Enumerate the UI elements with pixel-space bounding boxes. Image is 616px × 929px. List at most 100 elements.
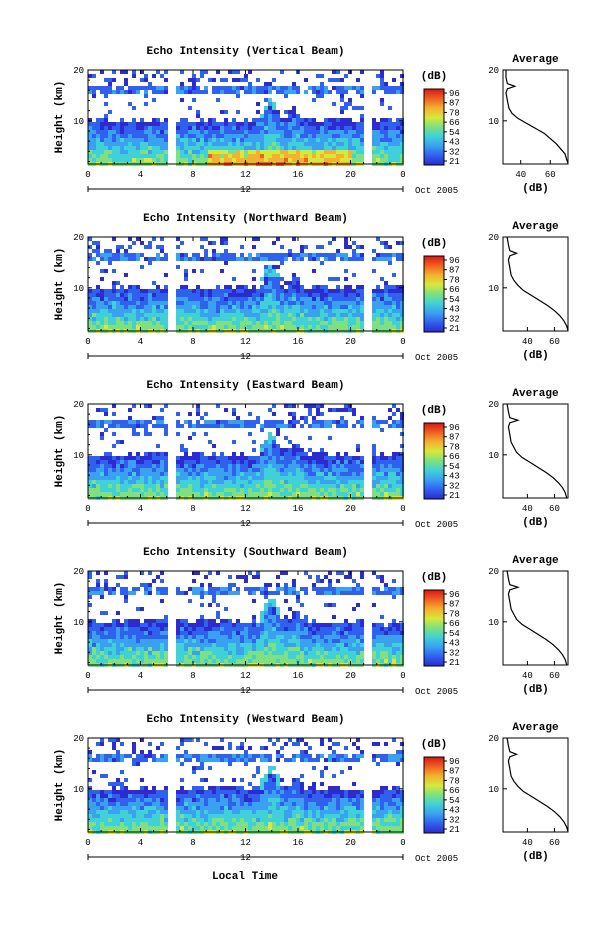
heat-cell [132,655,136,659]
heat-cell [180,476,184,480]
heat-cell [304,627,308,631]
heat-cell [308,146,312,150]
heat-cell [200,90,204,94]
heat-cell [232,122,236,126]
heat-cell [164,456,168,460]
heat-cell [304,619,308,623]
heat-cell [100,468,104,472]
heat-cell [156,492,160,496]
heat-cell [288,313,292,317]
heat-cell [272,484,276,488]
heat-cell [268,631,272,635]
heat-cell [272,154,276,158]
heat-cell [212,444,216,448]
heat-cell [92,655,96,659]
heat-cell [164,627,168,631]
heat-cell [200,154,204,158]
heat-cell [324,480,328,484]
heat-cell [248,134,252,138]
heat-cell [144,643,148,647]
heat-cell [184,448,188,452]
heat-cell [376,639,380,643]
heat-cell [180,317,184,321]
heat-cell [356,138,360,142]
heat-cell [332,78,336,82]
heat-cell [260,428,264,432]
heat-cell [224,408,228,412]
heat-cell [144,647,148,651]
heat-cell [136,472,140,476]
heat-cell [228,130,232,134]
heat-cell [180,138,184,142]
heat-cell [92,484,96,488]
heat-cell [144,659,148,663]
heat-cell [312,468,316,472]
heat-cell [352,289,356,293]
heat-cell [372,651,376,655]
heat-cell [284,452,288,456]
heat-cell [228,480,232,484]
heat-cell [276,464,280,468]
heat-cell [336,158,340,162]
heat-cell [208,130,212,134]
x-tick-label: 8 [190,337,195,347]
heat-cell [240,317,244,321]
heat-cell [280,277,284,281]
heat-cell [296,138,300,142]
heat-cell [176,130,180,134]
heat-cell [188,480,192,484]
heat-cell [240,321,244,325]
heat-cell [100,70,104,74]
heat-cell [96,639,100,643]
heat-cell [184,134,188,138]
heat-cell [336,126,340,130]
heat-cell [240,464,244,468]
heat-cell [132,130,136,134]
heat-cell [228,146,232,150]
heat-cell [324,627,328,631]
heat-cell [256,488,260,492]
heat-cell [100,408,104,412]
heat-cell [224,237,228,241]
heat-cell [356,480,360,484]
heat-cell [292,460,296,464]
y-tick-label: 10 [73,117,84,127]
heat-cell [328,122,332,126]
heat-cell [124,317,128,321]
heat-cell [300,659,304,663]
heat-cell [108,142,112,146]
heat-cell [148,460,152,464]
heat-cell [272,635,276,639]
colorbar-unit: (dB) [421,572,447,584]
heat-cell [148,154,152,158]
heat-cell [124,134,128,138]
heat-cell [248,635,252,639]
heat-cell [292,591,296,595]
heat-cell [324,146,328,150]
heat-cell [120,285,124,289]
heat-cell [236,313,240,317]
heat-cell [184,488,188,492]
heat-cell [384,130,388,134]
heat-cell [324,424,328,428]
heat-cell [112,631,116,635]
heat-cell [288,420,292,424]
heat-cell [176,659,180,663]
heat-cell [156,484,160,488]
heat-cell [244,146,248,150]
heat-cell [344,655,348,659]
heat-cell [388,591,392,595]
heat-cell [100,134,104,138]
heat-cell [340,257,344,261]
heat-cell [236,420,240,424]
heat-cell [256,643,260,647]
heat-cell [240,126,244,130]
heat-cell [188,325,192,329]
heat-cell [200,70,204,74]
heat-cell [184,627,188,631]
heat-cell [320,456,324,460]
heat-cell [264,615,268,619]
heat-cell [176,623,180,627]
heat-cell [232,464,236,468]
heat-cell [232,635,236,639]
